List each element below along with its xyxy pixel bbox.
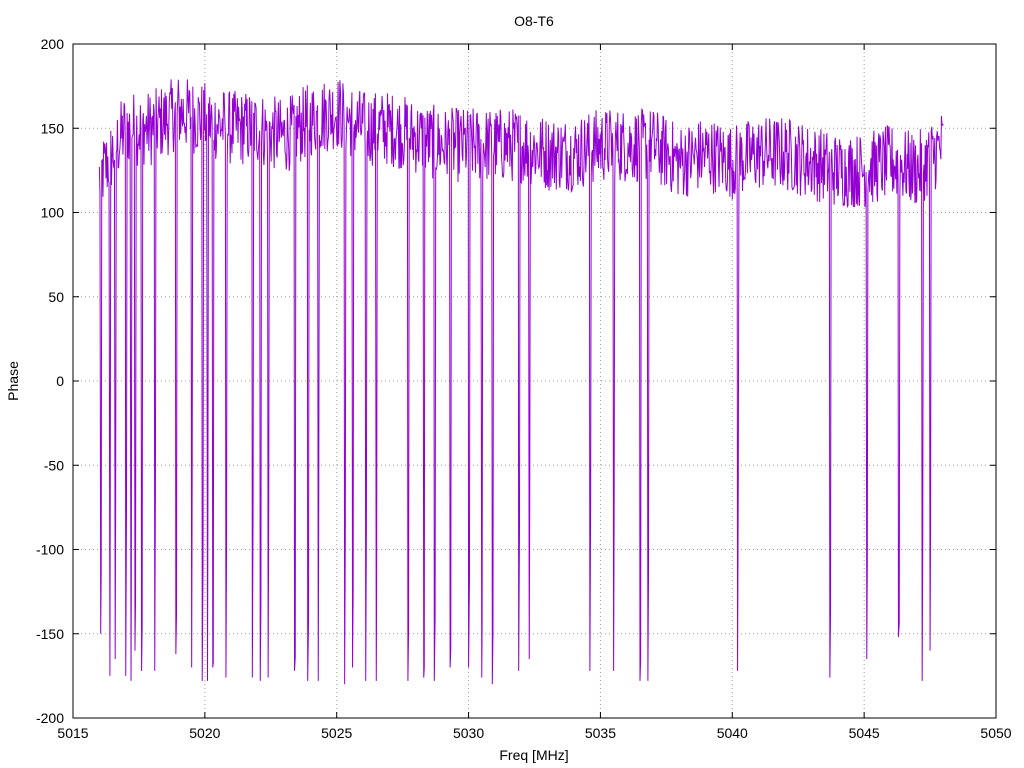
y-tick-label: -200 (36, 710, 64, 726)
plot-area (98, 79, 944, 685)
x-tick-label: 5020 (189, 725, 220, 741)
y-tick-label: 50 (48, 289, 64, 305)
chart-title: O8-T6 (514, 13, 554, 29)
x-tick-label: 5040 (717, 725, 748, 741)
x-tick-label: 5045 (849, 725, 880, 741)
y-tick-label: 0 (56, 373, 64, 389)
y-tick-label: -100 (36, 542, 64, 558)
y-tick-label: -50 (44, 457, 64, 473)
x-tick-label: 5035 (585, 725, 616, 741)
y-tick-label: 150 (41, 120, 65, 136)
x-tick-label: 5025 (321, 725, 352, 741)
x-tick-label: 5030 (453, 725, 484, 741)
x-tick-label: 5050 (980, 725, 1011, 741)
y-tick-label: -150 (36, 626, 64, 642)
y-tick-label: 100 (41, 205, 65, 221)
y-tick-label: 200 (41, 36, 65, 52)
x-axis-label: Freq [MHz] (499, 747, 568, 763)
axis-ticks: 5015 5020 5025 5030 5035 5040 5045 5050 200 150 10… (36, 36, 1012, 741)
phase-series-line (98, 79, 944, 685)
y-axis-label: Phase (5, 361, 21, 401)
x-tick-label: 5015 (57, 725, 88, 741)
